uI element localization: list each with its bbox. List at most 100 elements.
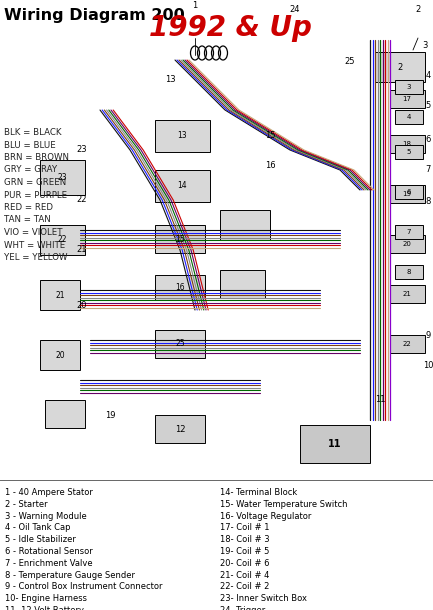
Text: 22: 22 bbox=[77, 195, 87, 204]
Text: 11: 11 bbox=[375, 395, 385, 404]
Text: 6 - Rotational Sensor: 6 - Rotational Sensor bbox=[5, 547, 93, 556]
Text: 20- Coil # 6: 20- Coil # 6 bbox=[220, 559, 269, 568]
Bar bbox=[395, 110, 423, 124]
Bar bbox=[40, 225, 85, 255]
Text: VIO = VIOLET: VIO = VIOLET bbox=[4, 228, 62, 237]
Text: 2 - Starter: 2 - Starter bbox=[5, 500, 48, 509]
Text: 21: 21 bbox=[55, 290, 65, 300]
Text: 19: 19 bbox=[403, 191, 411, 197]
Text: 8 - Temperature Gauge Sender: 8 - Temperature Gauge Sender bbox=[5, 570, 135, 580]
Text: 7: 7 bbox=[407, 229, 411, 235]
Text: 1: 1 bbox=[192, 1, 197, 10]
Text: 15: 15 bbox=[175, 234, 185, 243]
Text: 8: 8 bbox=[425, 198, 431, 207]
Text: GRN = GREEN: GRN = GREEN bbox=[4, 178, 66, 187]
Bar bbox=[155, 415, 205, 443]
Text: 24: 24 bbox=[290, 5, 300, 15]
Text: 10: 10 bbox=[423, 361, 433, 370]
Bar bbox=[390, 185, 425, 203]
Text: 14- Terminal Block: 14- Terminal Block bbox=[220, 488, 297, 497]
Text: 22: 22 bbox=[403, 341, 411, 347]
Text: GRY = GRAY: GRY = GRAY bbox=[4, 165, 57, 174]
Text: 4: 4 bbox=[407, 114, 411, 120]
Bar bbox=[40, 340, 80, 370]
Text: 23- Inner Switch Box: 23- Inner Switch Box bbox=[220, 594, 307, 603]
Text: 25: 25 bbox=[175, 340, 185, 348]
Text: 10- Engine Harness: 10- Engine Harness bbox=[5, 594, 87, 603]
Text: 9 - Control Box Instrument Connector: 9 - Control Box Instrument Connector bbox=[5, 583, 162, 592]
Bar bbox=[155, 120, 210, 152]
Text: 5: 5 bbox=[407, 149, 411, 155]
Bar bbox=[395, 225, 423, 239]
Text: 7 - Enrichment Valve: 7 - Enrichment Valve bbox=[5, 559, 93, 568]
Text: 17- Coil # 1: 17- Coil # 1 bbox=[220, 523, 269, 533]
Text: BLU = BLUE: BLU = BLUE bbox=[4, 140, 56, 149]
Text: 2: 2 bbox=[397, 62, 403, 71]
Text: 5: 5 bbox=[425, 101, 431, 110]
Text: 15- Water Temperature Switch: 15- Water Temperature Switch bbox=[220, 500, 348, 509]
Text: TAN = TAN: TAN = TAN bbox=[4, 215, 51, 224]
Bar bbox=[40, 280, 80, 310]
Text: 18- Coil # 3: 18- Coil # 3 bbox=[220, 535, 270, 544]
Text: 13: 13 bbox=[165, 76, 175, 85]
Text: 19- Coil # 5: 19- Coil # 5 bbox=[220, 547, 269, 556]
Bar bbox=[155, 225, 205, 253]
Text: 6: 6 bbox=[425, 135, 431, 145]
Text: 20: 20 bbox=[403, 241, 411, 247]
Text: Wiring Diagram 200: Wiring Diagram 200 bbox=[4, 8, 185, 23]
Text: 21: 21 bbox=[77, 245, 87, 254]
Text: 2: 2 bbox=[415, 5, 420, 15]
Bar bbox=[390, 90, 425, 108]
Text: 23: 23 bbox=[58, 173, 67, 182]
Text: 22: 22 bbox=[58, 235, 67, 245]
Bar bbox=[375, 52, 425, 82]
Bar bbox=[45, 400, 85, 428]
Text: YEL = YELLOW: YEL = YELLOW bbox=[4, 253, 68, 262]
Bar bbox=[40, 160, 85, 195]
Text: PUR = PURPLE: PUR = PURPLE bbox=[4, 190, 67, 199]
Text: 12: 12 bbox=[175, 425, 185, 434]
Text: 19: 19 bbox=[105, 411, 115, 420]
Bar bbox=[390, 135, 425, 153]
Text: 4: 4 bbox=[425, 71, 431, 79]
Bar bbox=[395, 145, 423, 159]
Text: 24- Trigger: 24- Trigger bbox=[220, 606, 265, 610]
Text: 3: 3 bbox=[422, 40, 428, 49]
Text: 4 - Oil Tank Cap: 4 - Oil Tank Cap bbox=[5, 523, 71, 533]
Text: 17: 17 bbox=[403, 96, 411, 102]
Bar bbox=[220, 270, 265, 298]
Text: 21- Coil # 4: 21- Coil # 4 bbox=[220, 570, 269, 580]
Bar bbox=[220, 210, 270, 240]
Text: 15: 15 bbox=[265, 131, 275, 140]
Bar bbox=[155, 330, 205, 358]
Bar bbox=[155, 275, 205, 300]
Text: 1992 & Up: 1992 & Up bbox=[149, 14, 311, 42]
Text: 3: 3 bbox=[407, 84, 411, 90]
Bar bbox=[300, 425, 370, 463]
Bar bbox=[395, 185, 423, 199]
Text: 20: 20 bbox=[55, 351, 65, 359]
Text: 18: 18 bbox=[403, 141, 411, 147]
Bar bbox=[390, 335, 425, 353]
Text: 11: 11 bbox=[328, 439, 342, 449]
Text: 13: 13 bbox=[178, 132, 187, 140]
Text: 6: 6 bbox=[407, 189, 411, 195]
Text: RED = RED: RED = RED bbox=[4, 203, 53, 212]
Text: BRN = BROWN: BRN = BROWN bbox=[4, 153, 69, 162]
Text: 16: 16 bbox=[175, 283, 185, 292]
Text: 22- Coil # 2: 22- Coil # 2 bbox=[220, 583, 269, 592]
Text: 5 - Idle Stabilizer: 5 - Idle Stabilizer bbox=[5, 535, 76, 544]
Bar bbox=[390, 235, 425, 253]
Text: 20: 20 bbox=[77, 301, 87, 309]
Text: 23: 23 bbox=[77, 146, 87, 154]
Bar bbox=[390, 285, 425, 303]
Text: 1 - 40 Ampere Stator: 1 - 40 Ampere Stator bbox=[5, 488, 93, 497]
Bar bbox=[155, 170, 210, 202]
Bar bbox=[395, 80, 423, 94]
Text: 16: 16 bbox=[265, 160, 275, 170]
Text: 16- Voltage Regulator: 16- Voltage Regulator bbox=[220, 512, 311, 520]
Text: WHT = WHITE: WHT = WHITE bbox=[4, 240, 65, 249]
Text: 14: 14 bbox=[178, 182, 187, 190]
Text: 25: 25 bbox=[345, 57, 355, 66]
Text: 3 - Warning Module: 3 - Warning Module bbox=[5, 512, 87, 520]
